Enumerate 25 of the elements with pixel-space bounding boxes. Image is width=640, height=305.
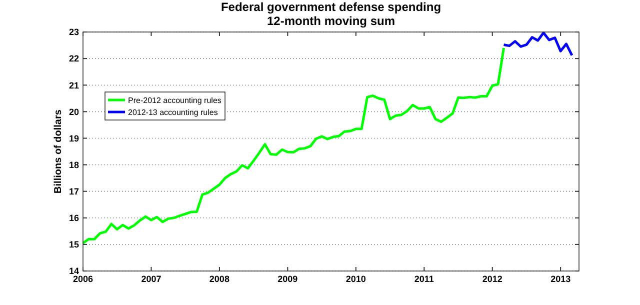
x-tick-label: 2012: [482, 274, 502, 284]
x-tick-label: 2009: [278, 274, 298, 284]
line-series: [502, 32, 574, 57]
chart-title: Federal government defense spending: [220, 0, 442, 14]
y-tick-label: 19: [68, 133, 79, 144]
x-tick-label: 2011: [414, 274, 434, 284]
line-series: [82, 46, 505, 244]
chart-subtitle: 12-month moving sum: [266, 14, 396, 28]
y-axis-title: Billions of dollars: [53, 109, 64, 194]
legend-label: Pre-2012 accounting rules: [128, 96, 222, 105]
y-tick-label: 17: [68, 186, 79, 196]
y-tick-label: 15: [68, 240, 79, 250]
x-tick-label: 2008: [209, 274, 230, 284]
y-tick-label: 23: [68, 27, 79, 38]
x-tick-label: 2010: [346, 274, 366, 284]
y-tick-label: 22: [68, 54, 79, 64]
y-tick-label: 21: [68, 80, 79, 90]
y-tick-label: 16: [68, 213, 79, 224]
y-tick-label: 20: [68, 106, 79, 117]
legend-label: 2012-13 accounting rules: [128, 108, 218, 117]
x-tick-label: 2006: [72, 274, 94, 284]
x-tick-label: 2007: [141, 274, 162, 284]
x-tick-label: 2013: [550, 274, 571, 284]
y-tick-label: 18: [68, 160, 79, 170]
y-tick-label: 14: [68, 266, 79, 276]
